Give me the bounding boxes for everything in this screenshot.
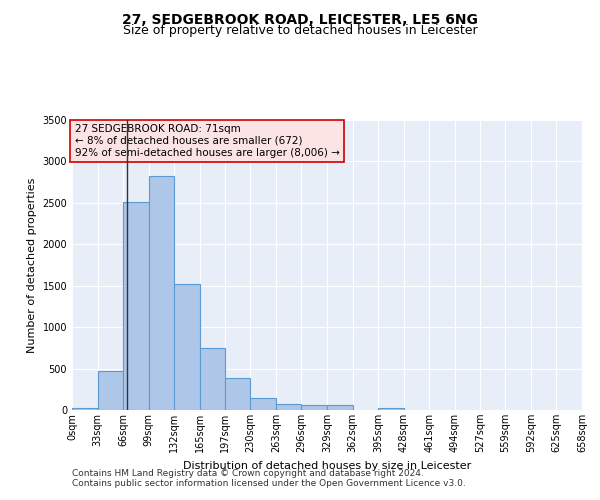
Bar <box>276 404 301 410</box>
Text: Contains public sector information licensed under the Open Government Licence v3: Contains public sector information licen… <box>72 478 466 488</box>
Bar <box>149 176 175 410</box>
Y-axis label: Number of detached properties: Number of detached properties <box>27 178 37 352</box>
Bar <box>98 371 123 410</box>
Text: Contains HM Land Registry data © Crown copyright and database right 2024.: Contains HM Land Registry data © Crown c… <box>72 468 424 477</box>
Bar <box>327 405 353 410</box>
Bar <box>301 405 327 410</box>
Bar <box>224 378 250 410</box>
Bar <box>72 408 98 410</box>
Text: 27 SEDGEBROOK ROAD: 71sqm
← 8% of detached houses are smaller (672)
92% of semi-: 27 SEDGEBROOK ROAD: 71sqm ← 8% of detach… <box>74 124 340 158</box>
X-axis label: Distribution of detached houses by size in Leicester: Distribution of detached houses by size … <box>183 460 471 470</box>
Bar <box>250 398 276 410</box>
Bar <box>378 408 404 410</box>
Bar <box>175 284 200 410</box>
Bar <box>200 348 226 410</box>
Text: Size of property relative to detached houses in Leicester: Size of property relative to detached ho… <box>122 24 478 37</box>
Text: 27, SEDGEBROOK ROAD, LEICESTER, LE5 6NG: 27, SEDGEBROOK ROAD, LEICESTER, LE5 6NG <box>122 12 478 26</box>
Bar <box>123 202 149 410</box>
